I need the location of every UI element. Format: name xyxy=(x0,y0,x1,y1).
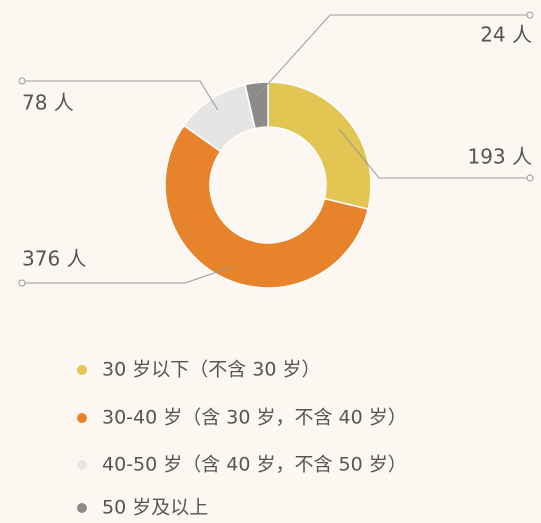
leader-line xyxy=(257,14,530,96)
donut-slice xyxy=(267,81,372,211)
leader-dot xyxy=(18,279,26,287)
value-label: 24 人 xyxy=(480,23,532,47)
legend-label: 30-40 岁（含 30 岁，不含 40 岁） xyxy=(102,407,407,429)
legend-label: 50 岁及以上 xyxy=(102,497,208,519)
donut-slice xyxy=(164,124,370,289)
value-label: 78 人 xyxy=(22,91,74,115)
leader-line xyxy=(22,266,231,284)
leader-dot xyxy=(526,174,534,182)
leader-dot xyxy=(526,11,534,19)
donut-slice xyxy=(244,81,269,130)
value-label: 193 人 xyxy=(467,145,532,169)
legend-marker xyxy=(77,460,87,470)
legend-marker xyxy=(77,413,87,423)
legend-marker xyxy=(77,365,87,375)
leader-line xyxy=(22,80,219,111)
legend-marker xyxy=(77,503,87,513)
value-label: 376 人 xyxy=(22,247,87,271)
legend-label: 40-50 岁（含 40 岁，不含 50 岁） xyxy=(102,454,407,476)
legend-label: 30 岁以下（不含 30 岁） xyxy=(102,359,320,381)
leader-dot xyxy=(18,77,26,85)
leader-line xyxy=(338,128,530,179)
